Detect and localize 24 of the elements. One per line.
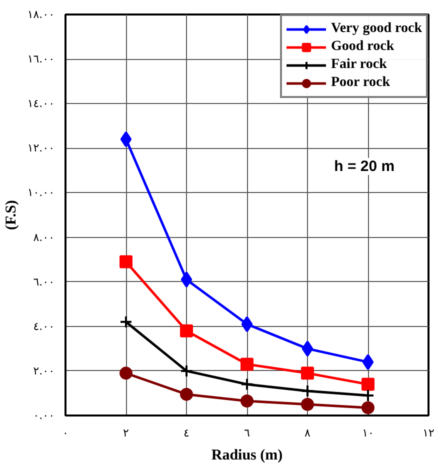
y-axis-title: (F.S) — [3, 200, 20, 230]
x-axis-title: Radius (m) — [211, 448, 283, 464]
legend-label: Good rock — [331, 38, 394, 56]
x-tick-label: ١٢ — [422, 426, 434, 440]
x-tick-label: ٤ — [184, 426, 190, 440]
y-tick-label: ٤.٠٠ — [33, 320, 55, 333]
legend-label: Poor rock — [331, 74, 390, 92]
legend-label: Very good rock — [331, 20, 422, 38]
y-tick-label: ١٨.٠٠ — [27, 8, 55, 21]
x-tick-label: ٦ — [244, 426, 250, 440]
x-tick-label: ٢ — [123, 426, 130, 440]
y-tick-label: ١٤.٠٠ — [27, 97, 55, 110]
x-tick-label: ٠ — [62, 426, 68, 440]
x-tick-label: ٨ — [304, 426, 311, 440]
y-tick-label: ١٠.٠٠ — [27, 186, 55, 200]
y-tick-label: ٢.٠٠ — [33, 364, 55, 378]
y-tick-label: ١٦.٠٠ — [27, 52, 55, 66]
annotation: h = 20 m — [334, 158, 395, 175]
y-tick-label: ١٢.٠٠ — [27, 142, 55, 155]
y-tick-label: ٠.٠٠ — [33, 409, 55, 422]
y-tick-label: ٦.٠٠ — [33, 275, 55, 288]
x-tick-label: ١٠ — [362, 426, 374, 440]
legend-label: Fair rock — [331, 56, 387, 74]
y-tick-label: ٨.٠٠ — [33, 230, 55, 244]
